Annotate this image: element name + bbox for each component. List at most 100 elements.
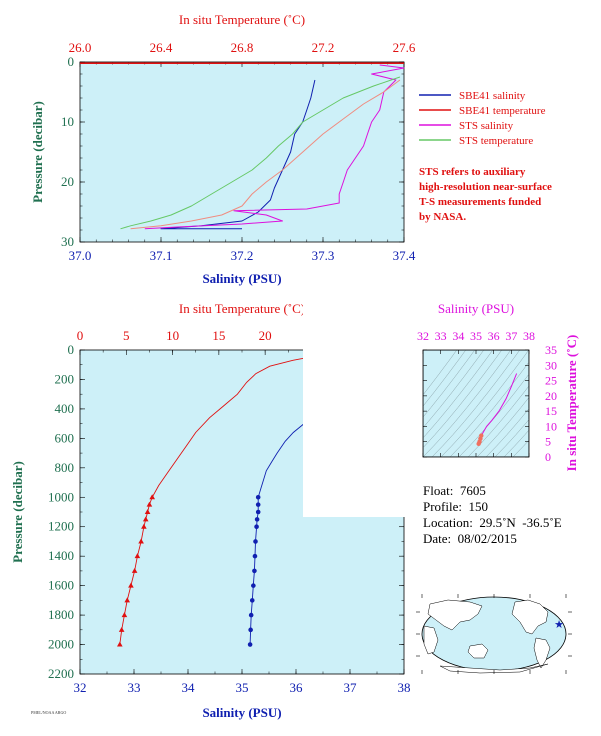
top-temp-tick-label: 27.6: [393, 40, 416, 55]
temperature-point: [142, 516, 149, 522]
ts-salinity-tick-label: 35: [470, 329, 482, 343]
float-id: Float: 7605: [423, 483, 486, 498]
top-pressure-tick-label: 20: [61, 174, 74, 189]
bottom-pressure-tick-label: 0: [68, 342, 75, 357]
bottom-salinity-axis-label: Salinity (PSU): [202, 705, 281, 720]
note-line: high-resolution near-surface: [419, 181, 552, 193]
density-contour: [440, 339, 537, 458]
map-north-america: [511, 599, 549, 635]
top-series-line: [130, 79, 401, 230]
map-south-america: [533, 637, 551, 669]
bottom-pressure-tick-label: 1400: [48, 548, 74, 563]
salinity-point: [255, 502, 261, 507]
top-pressure-tick-label: 10: [61, 114, 74, 129]
ts-temp-tick-label: 30: [545, 358, 557, 372]
bottom-pressure-tick-label: 1800: [48, 607, 74, 622]
salinity-point: [254, 517, 260, 522]
bottom-salinity-tick-label: 34: [182, 680, 196, 695]
ts-density-contours: [303, 290, 601, 517]
top-temp-axis-label: In situ Temperature (˚C): [179, 12, 305, 27]
temperature-point: [121, 612, 128, 618]
top-series-line: [120, 76, 401, 230]
temperature-point: [149, 494, 156, 500]
top-temp-tick-label: 26.4: [150, 40, 173, 55]
ts-temp-tick-label: 15: [545, 404, 557, 418]
top-plot-area: [79, 61, 405, 243]
float-location-marker: ★: [554, 619, 564, 631]
top-axes: 37.0 37.1 37.2 37.3 37.4 26.0 26.4 26.8 27.2 27.6…: [61, 40, 416, 263]
ts-series-group: [476, 373, 518, 447]
top-salinity-tick-label: 37.3: [312, 248, 335, 263]
bottom-salinity-tick-label: 33: [128, 680, 141, 695]
note-line: STS refers to auxiliary: [419, 166, 526, 178]
ts-temp-tick-label: 0: [545, 450, 551, 464]
salinity-point: [255, 509, 261, 515]
temperature-point: [141, 523, 147, 529]
ts-temp-tick-label: 35: [545, 343, 557, 357]
legend-entry-label: SBE41 temperature: [459, 105, 546, 117]
bottom-temp-tick-label: 15: [212, 328, 225, 343]
temperature-point: [118, 626, 125, 632]
salinity-point: [254, 524, 259, 530]
top-salinity-tick-label: 37.2: [231, 248, 254, 263]
ts-plot-area: [422, 349, 530, 458]
density-contour: [431, 339, 528, 458]
salinity-point: [255, 494, 261, 500]
world-map: ★: [416, 594, 572, 674]
salinity-point: [253, 539, 258, 544]
note-line: T-S measurements funded: [419, 196, 541, 208]
top-salinity-tick-label: 37.4: [393, 248, 416, 263]
map-australia: [467, 643, 489, 659]
note-line: by NASA.: [419, 211, 466, 223]
temperature-point: [117, 641, 123, 647]
ts-salinity-tick-label: 37: [505, 329, 517, 343]
profile-number: Profile: 150: [423, 499, 488, 514]
ts-salinity-tick-label: 32: [417, 329, 429, 343]
temperature-profile-line: [119, 349, 333, 645]
map-frame-ticks: [416, 594, 572, 674]
temperature-point: [144, 509, 151, 514]
salinity-point: [251, 583, 256, 588]
bottom-salinity-tick-label: 37: [344, 680, 358, 695]
ts-salinity-tick-label: 38: [523, 329, 535, 343]
bottom-temp-tick-label: 5: [123, 328, 130, 343]
float-info-block: Float: 7605 Profile: 150 Location: 29.5˚…: [423, 483, 562, 547]
bottom-pressure-tick-label: 1200: [48, 519, 74, 534]
bottom-pressure-tick-label: 2000: [48, 637, 74, 652]
bottom-salinity-tick-label: 38: [398, 680, 411, 695]
bottom-pressure-axis-label: Pressure (decibar): [10, 461, 25, 563]
ts-salinity-tick-label: 34: [452, 329, 464, 343]
salinity-point: [247, 642, 253, 647]
top-temp-tick-label: 27.2: [312, 40, 335, 55]
top-series-line: [160, 79, 316, 230]
map-africa: [423, 625, 439, 655]
ts-salinity-axis-label: Salinity (PSU): [438, 301, 514, 316]
ts-salinity-tick-label: 33: [435, 329, 447, 343]
density-contour: [413, 339, 510, 458]
bottom-salinity-tick-label: 35: [236, 680, 249, 695]
bottom-temp-tick-label: 0: [77, 328, 84, 343]
ts-temp-tick-label: 20: [545, 389, 557, 403]
temperature-point: [134, 553, 141, 559]
top-series-group: [80, 62, 405, 230]
ts-point: [476, 441, 481, 447]
top-temp-tick-label: 26.8: [231, 40, 254, 55]
bottom-pressure-tick-label: 600: [55, 430, 75, 445]
bottom-pressure-tick-label: 200: [55, 371, 75, 386]
temperature-point: [124, 597, 131, 603]
temperature-point: [146, 501, 153, 507]
top-series-line: [144, 64, 405, 230]
bottom-salinity-tick-label: 32: [74, 680, 87, 695]
legend-entry-label: STS temperature: [459, 135, 533, 147]
bottom-pressure-tick-label: 2200: [48, 666, 74, 681]
ts-temp-tick-label: 5: [545, 435, 551, 449]
bottom-temp-axis-label: In situ Temperature (˚C): [179, 301, 305, 316]
temperature-point: [138, 538, 144, 544]
salinity-point: [248, 627, 253, 633]
float-location: Location: 29.5˚N -36.5˚E: [423, 515, 562, 530]
density-contour: [422, 339, 519, 458]
top-salinity-axis-label: Salinity (PSU): [202, 271, 281, 286]
top-pressure-axis-label: Pressure (decibar): [30, 101, 45, 203]
